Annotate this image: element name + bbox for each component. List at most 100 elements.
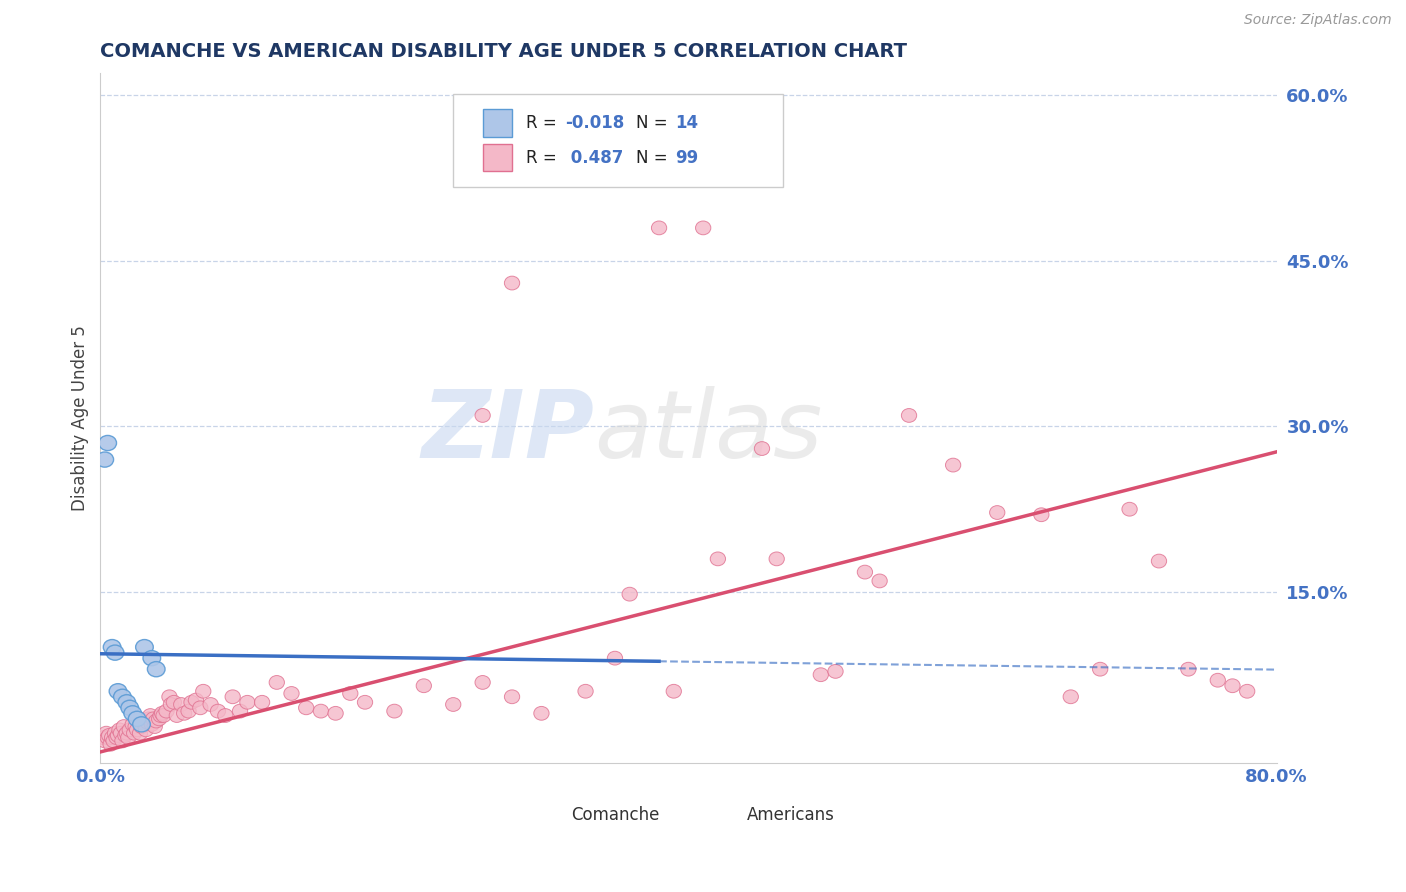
Y-axis label: Disability Age Under 5: Disability Age Under 5 [72, 326, 89, 511]
Ellipse shape [505, 690, 520, 704]
Ellipse shape [145, 717, 159, 731]
Ellipse shape [118, 695, 135, 710]
Ellipse shape [117, 720, 132, 733]
Ellipse shape [127, 726, 142, 740]
Bar [711, 802, 738, 829]
Ellipse shape [134, 720, 149, 733]
Ellipse shape [148, 720, 163, 733]
Ellipse shape [114, 726, 128, 740]
Bar [482, 110, 512, 136]
Ellipse shape [254, 696, 270, 709]
Ellipse shape [1225, 679, 1240, 692]
Ellipse shape [193, 701, 208, 714]
Ellipse shape [136, 717, 152, 731]
Ellipse shape [284, 687, 299, 700]
Ellipse shape [621, 587, 637, 601]
Ellipse shape [97, 734, 112, 747]
Ellipse shape [110, 683, 127, 698]
Ellipse shape [163, 698, 179, 712]
Ellipse shape [387, 704, 402, 718]
Text: Comanche: Comanche [571, 805, 659, 823]
Ellipse shape [115, 734, 129, 747]
Ellipse shape [813, 668, 828, 681]
Ellipse shape [872, 574, 887, 588]
Ellipse shape [155, 706, 170, 720]
Ellipse shape [101, 729, 117, 742]
Ellipse shape [314, 704, 329, 718]
Ellipse shape [110, 729, 125, 742]
Ellipse shape [578, 684, 593, 698]
Ellipse shape [96, 731, 111, 745]
Ellipse shape [125, 717, 141, 731]
Ellipse shape [666, 684, 682, 698]
Ellipse shape [105, 734, 121, 747]
Ellipse shape [990, 506, 1005, 519]
Ellipse shape [298, 701, 314, 714]
Text: 99: 99 [675, 149, 699, 167]
Text: Americans: Americans [747, 805, 835, 823]
Ellipse shape [269, 675, 284, 690]
Ellipse shape [1063, 690, 1078, 704]
Text: atlas: atlas [595, 386, 823, 477]
Ellipse shape [148, 662, 165, 677]
Text: N =: N = [636, 114, 672, 132]
Text: R =: R = [526, 114, 562, 132]
Ellipse shape [1240, 684, 1254, 698]
Ellipse shape [357, 696, 373, 709]
Ellipse shape [121, 700, 139, 715]
Text: R =: R = [526, 149, 562, 167]
Ellipse shape [153, 708, 169, 723]
Ellipse shape [475, 409, 491, 422]
Text: Source: ZipAtlas.com: Source: ZipAtlas.com [1244, 13, 1392, 28]
Ellipse shape [138, 723, 153, 737]
Ellipse shape [162, 690, 177, 704]
Ellipse shape [103, 640, 121, 655]
FancyBboxPatch shape [453, 95, 783, 187]
Ellipse shape [828, 665, 844, 678]
Ellipse shape [945, 458, 960, 472]
Ellipse shape [1211, 673, 1226, 687]
Ellipse shape [132, 717, 150, 732]
Text: N =: N = [636, 149, 672, 167]
Ellipse shape [755, 442, 769, 456]
Ellipse shape [98, 726, 114, 740]
Ellipse shape [124, 706, 142, 721]
Ellipse shape [159, 704, 174, 718]
Ellipse shape [122, 723, 138, 737]
Ellipse shape [107, 645, 124, 660]
Ellipse shape [225, 690, 240, 704]
Ellipse shape [149, 714, 165, 728]
Ellipse shape [100, 731, 115, 745]
Ellipse shape [195, 684, 211, 698]
Ellipse shape [651, 221, 666, 235]
Ellipse shape [152, 712, 167, 726]
Ellipse shape [131, 712, 146, 726]
Ellipse shape [1033, 508, 1049, 522]
Bar [482, 144, 512, 171]
Ellipse shape [446, 698, 461, 712]
Bar [536, 802, 561, 829]
Ellipse shape [129, 723, 145, 737]
Ellipse shape [607, 651, 623, 665]
Ellipse shape [534, 706, 550, 720]
Ellipse shape [696, 221, 711, 235]
Ellipse shape [173, 698, 188, 712]
Ellipse shape [416, 679, 432, 692]
Ellipse shape [142, 708, 157, 723]
Ellipse shape [156, 708, 172, 723]
Ellipse shape [118, 729, 134, 742]
Ellipse shape [112, 723, 127, 737]
Ellipse shape [128, 711, 146, 726]
Ellipse shape [141, 712, 156, 726]
Ellipse shape [769, 552, 785, 566]
Ellipse shape [240, 696, 254, 709]
Ellipse shape [146, 712, 160, 726]
Ellipse shape [177, 706, 191, 720]
Ellipse shape [211, 704, 225, 718]
Ellipse shape [166, 696, 181, 709]
Ellipse shape [121, 731, 136, 745]
Ellipse shape [1181, 662, 1197, 676]
Ellipse shape [232, 704, 247, 718]
Ellipse shape [328, 706, 343, 720]
Ellipse shape [139, 715, 155, 729]
